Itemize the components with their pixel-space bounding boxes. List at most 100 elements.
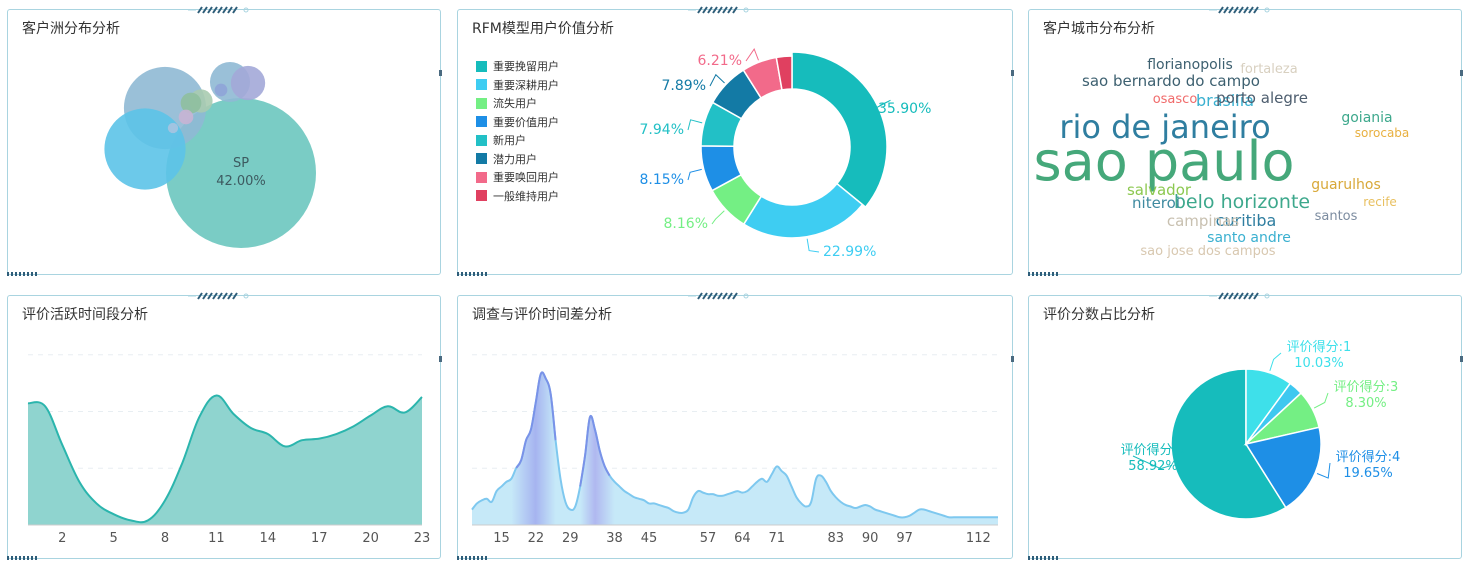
deco-dash [1032,272,1034,276]
donut-slice [742,182,864,239]
deco-stripe [222,6,228,14]
deco-dash [7,272,9,276]
legend-item[interactable]: 一般维持用户 [476,189,559,203]
donut-slice [775,55,793,91]
decoration-bottom [7,272,37,276]
x-tick-label: 38 [606,531,623,546]
deco-dash [1044,272,1046,276]
cloud-word: fortaleza [1240,62,1297,77]
deco-stripe [697,6,703,14]
legend-swatch [476,134,487,146]
deco-stripe [732,6,738,14]
slice-label-value: 19.65% [1343,466,1393,481]
deco-dash [481,556,483,560]
deco-stripe [227,6,233,14]
bubble [214,83,228,97]
cloud-word: santos [1315,209,1358,224]
peak-line [515,371,557,469]
deco-stripe [1253,292,1259,300]
area-chart: 15 22 29 38 45 57 64 71 83 90 97 112 [471,354,998,546]
area-line [471,371,998,519]
x-tick-label: 29 [562,531,579,546]
cloud-word: sao paulo [1033,130,1294,193]
legend-item[interactable]: 新用户 [476,133,526,147]
deco-dash [1044,556,1046,560]
panel-title: 客户洲分布分析 [22,21,120,37]
label-leader-line [687,168,702,181]
slice-label: 6.21% [698,53,742,69]
cloud-word: rio de janeiro [1059,108,1270,146]
decoration-top [688,292,749,300]
legend-label: 流失用户 [493,97,537,110]
cloud-word: niteroi [1132,194,1180,212]
deco-dash [31,556,33,560]
label-leader-line [1316,462,1331,479]
deco-stripe [202,6,208,14]
bubble [167,122,179,134]
deco-dash [23,272,25,276]
deco-stripe [197,6,203,14]
deco-dash [31,272,33,276]
deco-dash [457,272,459,276]
deco-dash [1056,272,1058,276]
deco-dash [27,272,29,276]
deco-dash [1036,556,1038,560]
deco-dash [1048,272,1050,276]
deco-dash [1052,556,1054,560]
cloud-word: recife [1363,195,1397,209]
legend-item[interactable]: 重要唤回用户 [476,170,559,184]
legend-item[interactable]: 流失用户 [476,96,537,110]
deco-stripe [1238,6,1244,14]
legend-item[interactable]: 重要挽留用户 [476,59,559,73]
deco-stripe [227,292,233,300]
slice-label-value: 10.03% [1294,356,1344,371]
deco-stripe [1218,6,1224,14]
deco-dash [1036,272,1038,276]
pie-slice [1244,426,1322,509]
legend-item[interactable]: 重要价值用户 [476,115,559,129]
slice-label: 22.99% [823,244,876,260]
bubble-value-label: 42.00% [216,174,266,189]
decoration-top [188,6,249,14]
label-leader-line [1132,455,1173,470]
deco-dot [1264,7,1270,13]
x-tick-label: 83 [828,531,845,546]
bubble [180,92,202,114]
deco-dash [1056,556,1058,560]
decoration-top [1209,6,1270,14]
deco-stripe [707,6,713,14]
deco-stripe [732,292,738,300]
bubble [166,98,316,248]
deco-dash [473,556,475,560]
legend-label: 重要唤回用户 [493,171,559,184]
legend-item[interactable]: 重要深耕用户 [476,78,559,92]
deco-stripe [727,292,733,300]
slice-label: 8.16% [664,216,708,232]
deco-dash [1028,556,1030,560]
deco-dash [1032,556,1034,560]
deco-dash [1040,556,1042,560]
area-fill [472,372,998,525]
deco-dash [481,272,483,276]
panel-score: 评价分数占比分析 评价得分:5 58.92% 评价得分:1 10.03% 评价得分:3 8… [1028,292,1463,560]
deco-dash [27,556,29,560]
x-tick-label: 90 [862,531,879,546]
deco-stripe [207,6,213,14]
legend-swatch [476,171,487,183]
deco-stripe [712,6,718,14]
deco-dash [11,556,13,560]
deco-dash [1040,272,1042,276]
deco-stripe [1253,6,1259,14]
legend-label: 新用户 [493,134,526,147]
legend-label: 一般维持用户 [493,189,559,203]
deco-dash [15,556,17,560]
deco-dot [743,7,749,13]
deco-stripe [722,6,728,14]
deco-stripe [722,292,728,300]
legend-item[interactable]: 潜力用户 [476,152,537,166]
panel-timediff: 调查与评价时间差分析 15 22 29 38 45 57 64 71 83 90 97 112 [457,292,1014,560]
slice-label-name: 评价得分:5 [1121,442,1186,458]
deco-dash [35,556,37,560]
cloud-word: sao jose dos campos [1140,244,1275,259]
